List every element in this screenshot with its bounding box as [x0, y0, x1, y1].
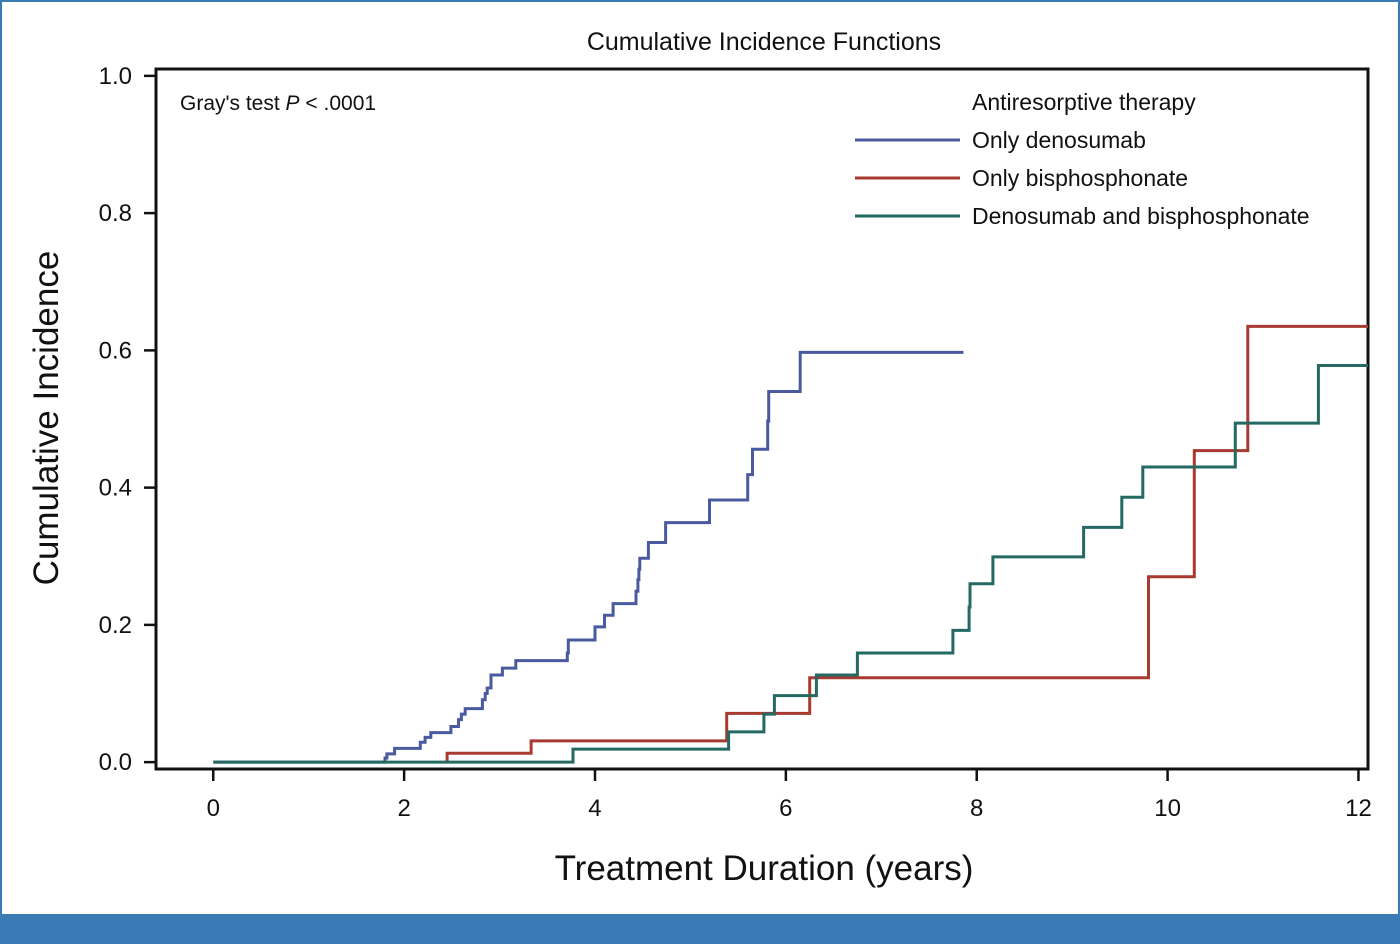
- chart-title: Cumulative Incidence Functions: [587, 28, 941, 56]
- x-tick-label: 4: [588, 795, 601, 822]
- y-axis-label: Cumulative Incidence: [27, 251, 66, 586]
- x-tick-label: 2: [397, 795, 410, 822]
- x-tick-label: 12: [1345, 795, 1372, 822]
- legend-label-3: Denosumab and bisphosphonate: [972, 203, 1310, 229]
- legend-label-2: Only bisphosphonate: [972, 165, 1188, 191]
- legend: Antiresorptive therapy Only denosumab Onl…: [855, 89, 1310, 229]
- x-axis: 0 2 4 6 8 10 12: [207, 769, 1372, 822]
- legend-label-1: Only denosumab: [972, 127, 1146, 153]
- annotation-suffix: < .0001: [300, 92, 376, 115]
- y-tick-label: 0.4: [99, 475, 132, 502]
- y-axis: 0.0 0.2 0.4 0.6 0.8 1.0: [99, 63, 156, 776]
- x-axis-label: Treatment Duration (years): [555, 849, 974, 888]
- x-tick-label: 6: [779, 795, 792, 822]
- x-tick-label: 0: [207, 795, 220, 822]
- x-tick-label: 10: [1154, 795, 1181, 822]
- legend-title: Antiresorptive therapy: [972, 89, 1196, 115]
- series-layer: [213, 324, 1368, 764]
- plot-area: [154, 67, 1370, 771]
- y-tick-label: 0.6: [99, 337, 132, 364]
- x-tick-label: 8: [970, 795, 983, 822]
- y-tick-label: 0.2: [99, 612, 132, 639]
- series-line-3: [213, 364, 1368, 764]
- annotation-prefix: Gray's test: [180, 92, 286, 115]
- y-tick-label: 0.0: [99, 749, 132, 776]
- footer-bar: [0, 914, 1400, 944]
- y-tick-label: 1.0: [99, 63, 132, 90]
- annotation-p: P: [286, 92, 300, 115]
- grays-test-annotation: Gray's test P < .0001: [180, 92, 376, 115]
- series-line-2: [445, 324, 1368, 763]
- y-tick-label: 0.8: [99, 200, 132, 227]
- series-line-1: [213, 350, 964, 764]
